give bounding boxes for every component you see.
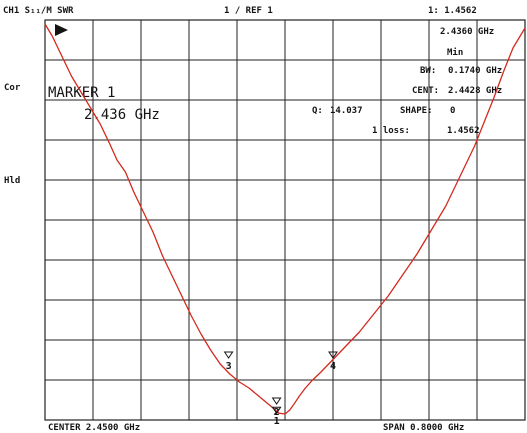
graticule xyxy=(44,19,526,421)
swr-trace xyxy=(44,23,526,415)
q-value: 14.037 xyxy=(330,106,363,116)
marker-4: 4 xyxy=(328,351,338,372)
hold-label: Hld xyxy=(4,176,20,186)
readout-mode: Min xyxy=(447,47,463,58)
marker-1-triangle xyxy=(271,406,282,415)
marker-2-label: 2 xyxy=(274,407,280,418)
marker-3-triangle xyxy=(223,351,234,359)
correction-label: Cor xyxy=(4,83,21,93)
loss-label: 1 loss: xyxy=(372,126,410,136)
plot-area: 12 3 4 xyxy=(44,23,526,427)
center-label: CENT: xyxy=(412,86,439,96)
bandwidth-label: BW: xyxy=(420,66,436,76)
marker-1: 1 xyxy=(271,406,282,427)
marker-3-label: 3 xyxy=(226,361,232,372)
marker-readout: 1: 1.4562 xyxy=(428,6,477,16)
scale-label: 1 / REF 1 xyxy=(224,6,273,16)
marker-2-triangle xyxy=(271,397,282,405)
reference-position-marker xyxy=(55,24,68,36)
shape-label: SHAPE: xyxy=(400,106,433,116)
center-frequency: CENTER 2.4500 GHz xyxy=(48,423,140,433)
marker-1-label: 1 xyxy=(274,416,280,427)
marker-4-triangle xyxy=(328,351,338,359)
marker-3: 3 xyxy=(223,351,234,372)
bandwidth-value: 0.1740 GHz xyxy=(448,66,502,76)
marker-frequency: 2.436 GHz xyxy=(84,107,160,123)
shape-value: 0 xyxy=(450,106,455,116)
q-label: Q: xyxy=(312,106,323,116)
center-value: 2.4428 GHz xyxy=(448,86,502,96)
marker-4-label: 4 xyxy=(330,361,336,372)
loss-value: 1.4562 xyxy=(447,126,480,136)
readout-frequency: 2.4360 GHz xyxy=(440,27,494,37)
span-frequency: SPAN 0.8000 GHz xyxy=(383,423,464,433)
marker-2: 2 xyxy=(271,397,282,418)
channel-label: CH1 S₁₁/M SWR xyxy=(3,6,74,16)
